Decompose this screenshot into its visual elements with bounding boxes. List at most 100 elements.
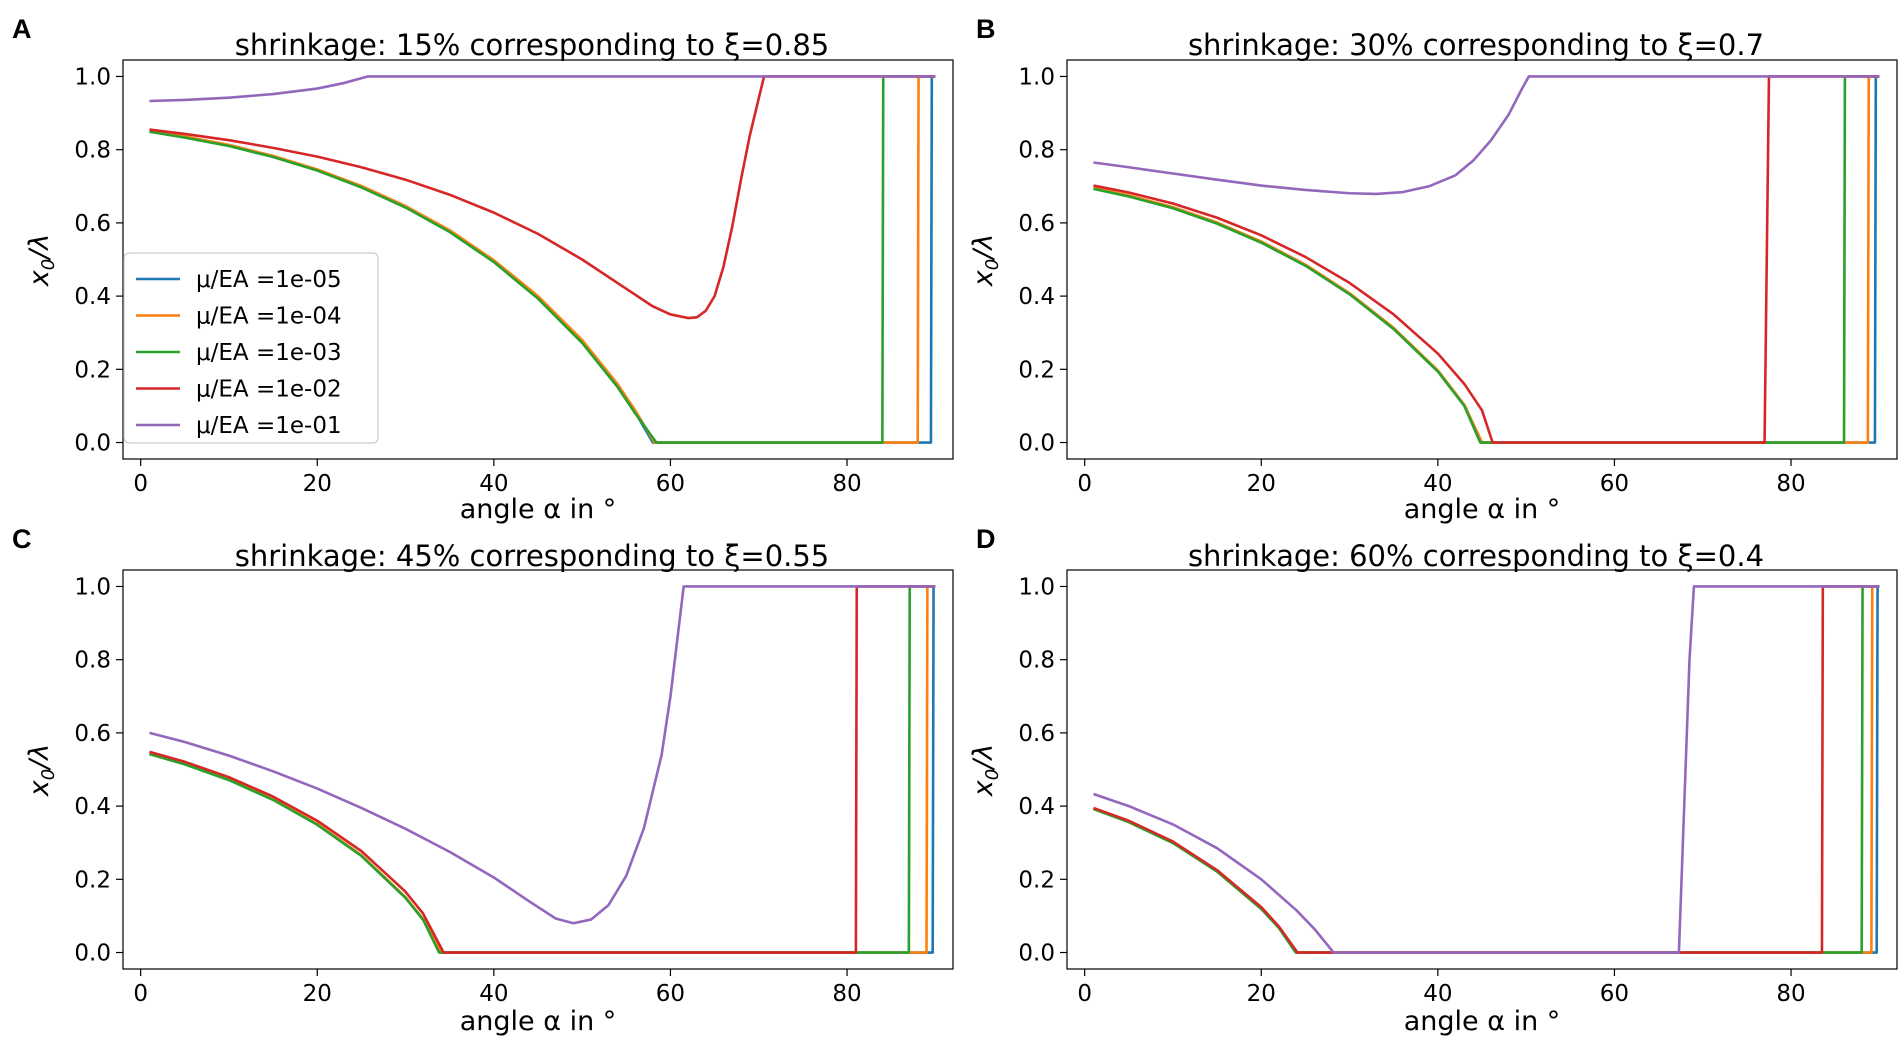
axes-frame <box>122 59 954 460</box>
x-tick-label: 40 <box>1423 981 1452 1007</box>
x-tick-label: 0 <box>133 471 148 497</box>
chart-title: shrinkage: 45% corresponding to ξ=0.55 <box>235 539 830 573</box>
plot-area: 0 20 40 60 800.00.20.40.60.81.0μ/EA =1e-05μ/… <box>74 59 954 497</box>
y-axis-label-main: x <box>24 779 55 797</box>
y-axis-label: x0/λ <box>24 234 59 288</box>
series-line-4 <box>149 585 936 954</box>
series-line-5 <box>1093 585 1880 954</box>
y-tick-label: 0.4 <box>1018 284 1055 310</box>
chart-title: shrinkage: 15% corresponding to ξ=0.85 <box>235 28 830 62</box>
x-tick-label: 60 <box>656 981 685 1007</box>
series-line-5 <box>149 585 936 925</box>
axes-frame <box>1066 569 1898 970</box>
y-tick-label: 0.4 <box>74 794 111 820</box>
y-tick-label: 0.2 <box>74 867 111 893</box>
series-line-4 <box>149 75 936 320</box>
x-tick-label: 60 <box>1600 981 1629 1007</box>
y-tick-label: 1.0 <box>1018 64 1055 90</box>
legend-label: μ/EA =1e-01 <box>196 413 342 439</box>
series-line-3 <box>149 585 936 954</box>
y-tick-label: 0.8 <box>1018 138 1055 164</box>
plot-area: 0 20 40 60 80 0.0 0.2 0.4 0.6 0.8 1.0 <box>74 569 954 1007</box>
x-tick-label: 0 <box>1077 981 1092 1007</box>
y-axis-label: x0/λ <box>968 234 1003 288</box>
series-line-5 <box>149 75 936 103</box>
y-tick-label: 0.6 <box>74 211 111 237</box>
y-tick-label: 1.0 <box>74 574 111 600</box>
x-axis-label: angle α in ° <box>460 1006 617 1037</box>
series-line-4 <box>1093 585 1880 954</box>
y-tick-label: 1.0 <box>1018 574 1055 600</box>
plot-area: 0 20 40 60 80 0.0 0.2 0.4 0.6 0.8 1.0 <box>1018 59 1898 497</box>
y-axis-label-tail: /λ <box>968 234 999 261</box>
legend-box <box>123 252 379 444</box>
x-tick-label: 80 <box>1776 981 1805 1007</box>
x-tick-label: 0 <box>1077 471 1092 497</box>
y-axis-label: x0/λ <box>24 744 59 798</box>
x-axis-label: angle α in ° <box>460 494 617 525</box>
panel-letter: A <box>12 14 32 44</box>
x-tick-label: 20 <box>1247 981 1276 1007</box>
x-tick-label: 40 <box>1423 471 1452 497</box>
y-axis-label-main: x <box>968 779 999 797</box>
y-tick-label: 0.2 <box>1018 357 1055 383</box>
y-tick-label: 0.2 <box>74 357 111 383</box>
chart-title: shrinkage: 60% corresponding to ξ=0.4 <box>1188 539 1764 573</box>
x-tick-label: 60 <box>656 471 685 497</box>
y-tick-label: 0.6 <box>1018 211 1055 237</box>
y-tick-label: 0.6 <box>74 721 111 747</box>
series-line-3 <box>1093 75 1880 444</box>
legend: μ/EA =1e-05 μ/EA =1e-04 μ/EA =1e-03 μ/EA =1… <box>123 252 379 444</box>
axes-frame <box>1066 59 1898 460</box>
y-axis-label-subscript: 0 <box>38 259 59 270</box>
y-axis-label-subscript: 0 <box>982 259 1003 270</box>
panel-letter: D <box>976 524 996 554</box>
x-tick-label: 80 <box>1776 471 1805 497</box>
y-tick-label: 0.0 <box>1018 431 1055 457</box>
y-axis-label: x0/λ <box>968 744 1003 798</box>
y-tick-label: 0.4 <box>74 284 111 310</box>
panel-d: D shrinkage: 60% corresponding to ξ=0.4 … <box>968 524 1898 1037</box>
series-line-5 <box>1093 75 1880 196</box>
x-tick-label: 80 <box>832 471 861 497</box>
x-tick-label: 0 <box>133 981 148 1007</box>
legend-label: μ/EA =1e-04 <box>196 304 342 330</box>
y-tick-label: 0.8 <box>74 138 111 164</box>
series-line-4 <box>1093 75 1880 444</box>
x-axis-label: angle α in ° <box>1404 1006 1561 1037</box>
x-tick-label: 40 <box>479 471 508 497</box>
y-tick-label: 0.0 <box>1018 941 1055 967</box>
y-axis-label-tail: /λ <box>968 744 999 771</box>
x-tick-label: 40 <box>479 981 508 1007</box>
y-tick-label: 1.0 <box>74 64 111 90</box>
y-tick-label: 0.2 <box>1018 867 1055 893</box>
panel-c: C shrinkage: 45% corresponding to ξ=0.55… <box>12 524 954 1037</box>
x-tick-label: 80 <box>832 981 861 1007</box>
x-tick-label: 20 <box>303 471 332 497</box>
y-axis-label-subscript: 0 <box>38 769 59 780</box>
panel-b: B shrinkage: 30% corresponding to ξ=0.7 … <box>968 14 1898 525</box>
axes-frame <box>122 569 954 970</box>
y-axis-label-main: x <box>968 269 999 287</box>
y-tick-label: 0.0 <box>74 941 111 967</box>
x-axis-label: angle α in ° <box>1404 494 1561 525</box>
panel-letter: B <box>976 14 996 44</box>
x-tick-label: 20 <box>303 981 332 1007</box>
x-tick-label: 20 <box>1247 471 1276 497</box>
x-tick-label: 60 <box>1600 471 1629 497</box>
series-line-3 <box>149 75 936 444</box>
legend-label: μ/EA =1e-02 <box>196 377 342 403</box>
panel-a: A shrinkage: 15% corresponding to ξ=0.85… <box>12 14 954 525</box>
legend-label: μ/EA =1e-03 <box>196 340 342 366</box>
chart-title: shrinkage: 30% corresponding to ξ=0.7 <box>1188 28 1764 62</box>
y-tick-label: 0.6 <box>1018 721 1055 747</box>
y-tick-label: 0.8 <box>1018 648 1055 674</box>
y-axis-label-tail: /λ <box>24 744 55 771</box>
panel-letter: C <box>12 524 32 554</box>
y-axis-label-tail: /λ <box>24 234 55 261</box>
y-tick-label: 0.0 <box>74 431 111 457</box>
y-axis-label-main: x <box>24 269 55 287</box>
y-tick-label: 0.8 <box>74 648 111 674</box>
y-axis-label-subscript: 0 <box>982 769 1003 780</box>
